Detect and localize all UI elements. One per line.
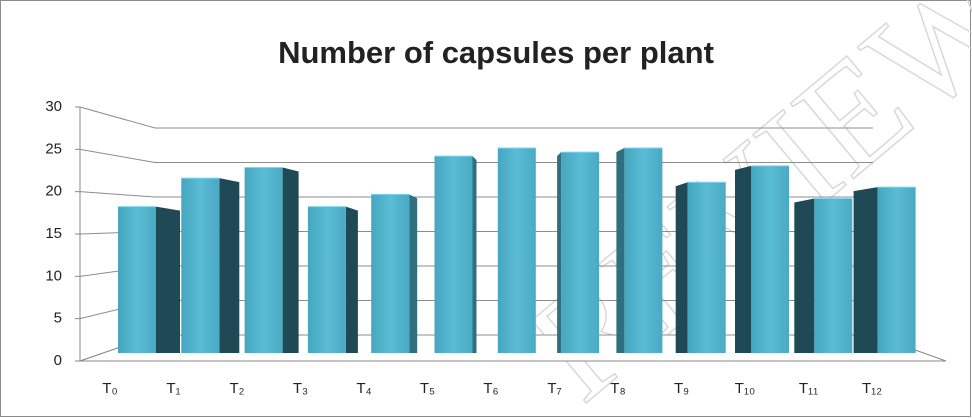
bar-side bbox=[794, 198, 815, 353]
x-tick-label: T₃ bbox=[293, 380, 308, 397]
y-tick-label: 0 bbox=[54, 352, 62, 369]
bar-side bbox=[735, 165, 751, 353]
x-tick-label: T₅ bbox=[420, 380, 435, 397]
bar-side bbox=[472, 156, 477, 353]
bar-side bbox=[282, 167, 299, 353]
x-tick-label: T₁₁ bbox=[799, 380, 818, 397]
bar bbox=[624, 148, 663, 353]
grid-line bbox=[79, 106, 873, 129]
bar bbox=[751, 165, 789, 353]
y-tick-label: 30 bbox=[45, 98, 62, 115]
bar bbox=[877, 187, 916, 353]
bar bbox=[561, 152, 600, 353]
bar bbox=[434, 156, 473, 353]
bar-side bbox=[616, 148, 625, 353]
x-tick-label: T₈ bbox=[610, 380, 625, 397]
bar bbox=[307, 206, 346, 353]
bar-side bbox=[675, 182, 688, 353]
bar-side bbox=[219, 178, 240, 353]
x-tick-label: T₆ bbox=[483, 380, 498, 397]
y-tick-label: 10 bbox=[45, 267, 62, 284]
x-tick-label: T₂ bbox=[230, 380, 245, 397]
bar bbox=[687, 182, 726, 353]
bar-side bbox=[156, 206, 180, 353]
x-tick-label: T₄ bbox=[356, 380, 371, 397]
y-tick-label: 20 bbox=[45, 183, 62, 200]
x-tick-label: T₁₀ bbox=[735, 380, 755, 397]
y-tick-label: 5 bbox=[54, 310, 62, 327]
bar bbox=[814, 198, 853, 353]
bar bbox=[497, 148, 536, 353]
x-tick-label: T₀ bbox=[102, 380, 117, 397]
bar-side bbox=[557, 152, 562, 353]
x-tick-label: T₇ bbox=[547, 380, 561, 397]
bar bbox=[181, 178, 220, 353]
bar-side bbox=[409, 194, 418, 353]
bar bbox=[118, 206, 156, 353]
bar bbox=[371, 194, 410, 353]
x-tick-label: T₉ bbox=[674, 380, 689, 397]
chart-title: Number of capsules per plant bbox=[278, 35, 714, 70]
bar-side bbox=[345, 206, 358, 353]
y-tick-label: 25 bbox=[45, 140, 62, 157]
x-tick-label: T₁₂ bbox=[862, 380, 882, 397]
bar-side bbox=[853, 187, 878, 353]
bar bbox=[244, 167, 283, 353]
x-tick-label: T₁ bbox=[166, 380, 180, 397]
y-tick-label: 15 bbox=[45, 225, 62, 242]
